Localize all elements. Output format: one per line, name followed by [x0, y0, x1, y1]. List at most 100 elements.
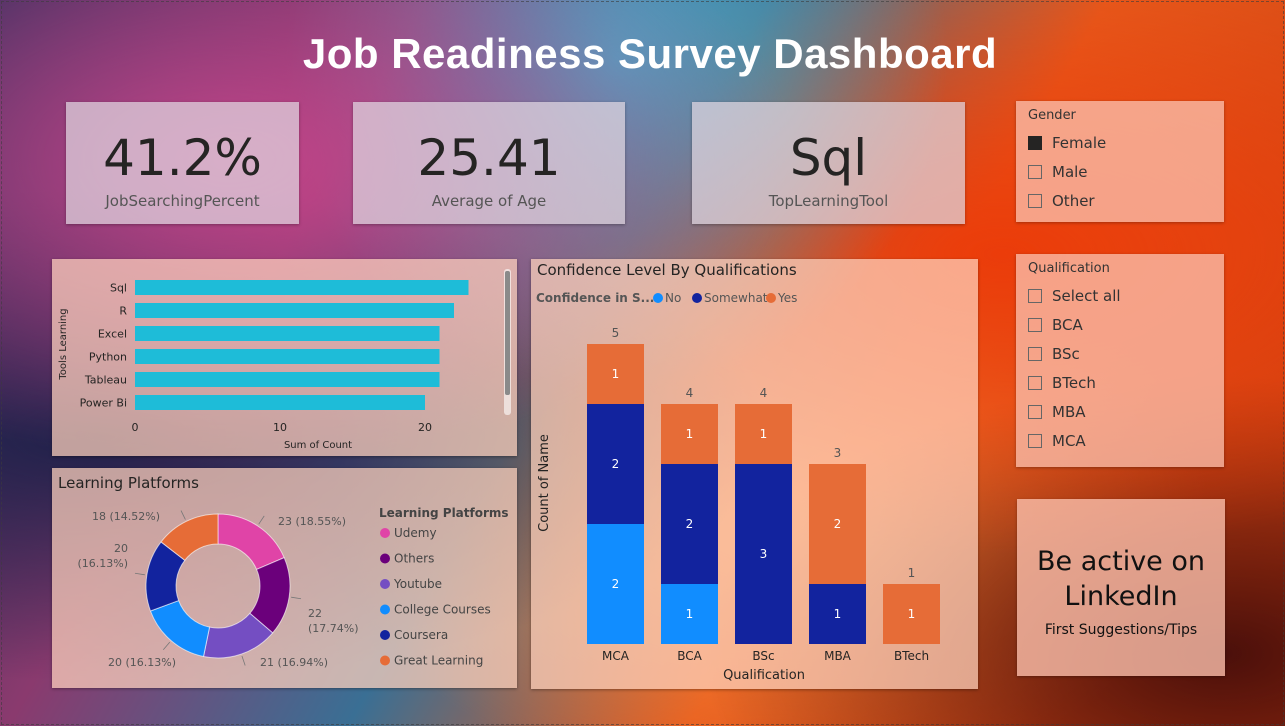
- option-label: MCA: [1052, 431, 1086, 450]
- segment-label: 2: [686, 517, 694, 531]
- legend-title: Confidence in S...: [536, 291, 654, 305]
- bar-segment-mba-yes: [809, 464, 866, 584]
- gender-option-female[interactable]: Female: [1016, 128, 1224, 157]
- legend-label: Others: [394, 552, 434, 566]
- category-label: R: [119, 305, 127, 318]
- scrollbar-thumb: [505, 271, 510, 395]
- leader-line: [134, 572, 145, 576]
- gender-option-other[interactable]: Other: [1016, 186, 1224, 215]
- legend-label: College Courses: [394, 603, 491, 617]
- linkedin-card: Be active on LinkedIn First Suggestions/…: [1017, 499, 1225, 676]
- x-axis-title: Qualification: [723, 668, 805, 683]
- bar-sql: [135, 280, 469, 295]
- category-label: BTech: [894, 649, 929, 663]
- bar-python: [135, 349, 440, 364]
- bar-r: [135, 303, 454, 318]
- option-label: Female: [1052, 133, 1107, 152]
- data-label: 18 (14.52%): [92, 510, 160, 523]
- qualification-option-select-all[interactable]: Select all: [1016, 281, 1224, 310]
- qualification-option-bsc[interactable]: BSc: [1016, 339, 1224, 368]
- leader-line: [162, 641, 171, 650]
- checkbox-icon[interactable]: [1028, 433, 1042, 448]
- linkedin-line-2: LinkedIn: [1064, 581, 1178, 612]
- category-label: MBA: [824, 649, 852, 663]
- confidence-chart-panel: Confidence Level By Qualifications Confi…: [531, 259, 978, 689]
- total-label: 1: [908, 566, 916, 580]
- leader-line: [241, 655, 246, 666]
- chart-title: Learning Platforms: [58, 474, 199, 492]
- category-label: BCA: [677, 649, 702, 663]
- x-axis-title: Sum of Count: [284, 440, 352, 451]
- legend-marker: [380, 630, 390, 640]
- data-label: (17.74%): [308, 622, 359, 635]
- bar-segment-bsc-yes: [735, 404, 792, 464]
- option-label: Other: [1052, 191, 1095, 210]
- kpi-card-top-learning-tool[interactable]: Sql TopLearningTool: [692, 102, 965, 224]
- slice-udemy: [217, 513, 285, 571]
- legend-marker: [380, 655, 390, 666]
- total-label: 4: [760, 386, 768, 400]
- gender-option-male[interactable]: Male: [1016, 157, 1224, 186]
- data-label: 22: [308, 607, 322, 620]
- bar-segment-bca-no: [661, 584, 718, 644]
- bar-tableau: [135, 372, 440, 387]
- kpi-card-average-age[interactable]: 25.41 Average of Age: [353, 102, 625, 224]
- qualification-option-btech[interactable]: BTech: [1016, 368, 1224, 397]
- learning-platforms-chart: 23 (18.55%) 22 (17.74%) 21 (16.94%) 20 (16.1…: [77, 506, 509, 669]
- checkbox-icon[interactable]: [1028, 135, 1042, 150]
- segment-label: 1: [686, 607, 694, 621]
- linkedin-line-1: Be active on: [1037, 546, 1205, 577]
- qualification-option-mba[interactable]: MBA: [1016, 397, 1224, 426]
- checkbox-icon[interactable]: [1028, 375, 1042, 390]
- legend-label: Great Learning: [394, 654, 483, 668]
- legend-marker: [766, 293, 776, 303]
- legend-label: No: [665, 291, 681, 305]
- x-tick-label: 20: [418, 421, 432, 434]
- kpi-value: 25.41: [417, 129, 561, 187]
- qualification-option-mca[interactable]: MCA: [1016, 426, 1224, 455]
- option-label: BTech: [1052, 373, 1096, 392]
- page-title: Job Readiness Survey Dashboard: [302, 30, 998, 77]
- kpi-card-job-searching[interactable]: 41.2% JobSearchingPercent: [66, 102, 299, 224]
- total-label: 4: [686, 386, 694, 400]
- leader-line: [258, 515, 265, 525]
- segment-label: 3: [760, 547, 768, 561]
- segment-label: 2: [612, 577, 620, 591]
- legend-label: Somewhat: [704, 291, 768, 305]
- qualification-option-bca[interactable]: BCA: [1016, 310, 1224, 339]
- data-label: (16.13%): [77, 557, 128, 570]
- legend-label: Coursera: [394, 628, 448, 642]
- bar-segment-btech-yes: [883, 584, 940, 644]
- segment-label: 1: [908, 607, 916, 621]
- checkbox-icon[interactable]: [1028, 346, 1042, 361]
- data-label: 23 (18.55%): [278, 515, 346, 528]
- bar-segment-bsc-somewhat: [735, 464, 792, 644]
- slicer-title: Gender: [1028, 108, 1076, 123]
- bar-segment-mca-no: [587, 524, 644, 644]
- legend-label: Youtube: [393, 577, 442, 591]
- category-label: BSc: [752, 649, 774, 663]
- legend-title: Learning Platforms: [379, 506, 509, 520]
- slice-great-learning: [160, 513, 219, 561]
- bar-excel: [135, 326, 440, 341]
- checkbox-icon[interactable]: [1028, 288, 1042, 303]
- qualification-slicer: Qualification Select all BCA BSc BTech MBA MC…: [1016, 254, 1224, 467]
- option-label: Select all: [1052, 286, 1121, 305]
- linkedin-subtitle: First Suggestions/Tips: [1044, 622, 1198, 638]
- checkbox-icon[interactable]: [1028, 317, 1042, 332]
- checkbox-icon[interactable]: [1028, 193, 1042, 208]
- bar-segment-bca-yes: [661, 404, 718, 464]
- checkbox-icon[interactable]: [1028, 164, 1042, 179]
- data-label: 21 (16.94%): [260, 656, 328, 669]
- segment-label: 1: [612, 367, 620, 381]
- bar-power-bi: [135, 395, 425, 410]
- total-label: 3: [834, 446, 842, 460]
- option-label: MBA: [1052, 402, 1086, 421]
- tools-learning-chart: Sql R Excel Python Tableau Power Bi 0 10 20 Sum o…: [58, 269, 511, 451]
- category-label: Sql: [110, 282, 127, 295]
- confidence-chart: Confidence in S... No Somewhat Yes 2 2 1 5 MCA 1 2…: [536, 291, 940, 683]
- checkbox-icon[interactable]: [1028, 404, 1042, 419]
- category-label: Excel: [98, 328, 127, 341]
- legend-marker: [380, 528, 390, 538]
